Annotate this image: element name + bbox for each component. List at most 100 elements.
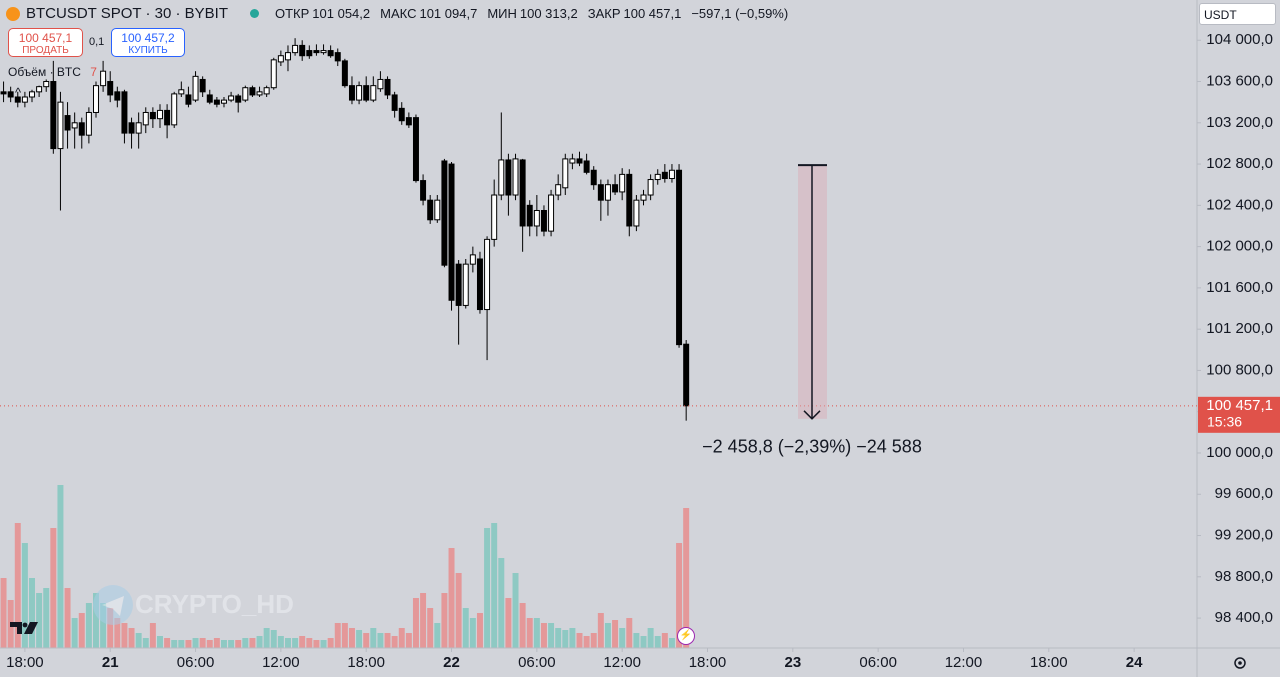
candle-body — [85, 111, 92, 136]
volume-bar — [370, 628, 377, 648]
volume-bar — [57, 485, 64, 648]
gear[interactable] — [1234, 657, 1246, 669]
candle-body — [555, 184, 562, 196]
candle-body — [78, 122, 85, 136]
volume-bar — [654, 636, 661, 648]
candle-body — [235, 95, 242, 103]
volume-bar — [420, 593, 427, 648]
candle-body — [206, 94, 213, 103]
volume-bar — [647, 628, 654, 648]
sell-label: ПРОДАТЬ — [22, 45, 69, 56]
volume-bar — [71, 618, 78, 648]
candle-body — [533, 209, 540, 227]
y-tick-label: 103 600,0 — [1206, 72, 1273, 89]
candle-body — [633, 199, 640, 227]
volume-bar — [384, 633, 391, 648]
volume-bar — [142, 638, 149, 648]
candle-body — [213, 99, 220, 105]
candle-body — [156, 109, 163, 120]
volume-bar — [533, 618, 540, 648]
volume-bar — [398, 628, 405, 648]
volume-bar — [135, 633, 142, 648]
candle-body — [164, 109, 171, 126]
candle-body — [185, 94, 192, 105]
symbol[interactable]: BTCUSDT SPOT · 30 · BYBIT — [26, 5, 228, 22]
volume-bar — [448, 548, 455, 648]
candle-body — [420, 180, 427, 201]
y-tick-label: 102 000,0 — [1206, 238, 1273, 255]
candle-body — [576, 158, 583, 164]
volume-bar — [356, 630, 363, 648]
volume-bar — [85, 603, 92, 648]
candle-body — [348, 85, 355, 101]
candle-body — [512, 158, 519, 196]
volume-bar — [676, 543, 683, 648]
candle-body — [498, 159, 505, 196]
ohlc: ОТКР 101 054,2 МАКС 101 094,7 МИН 100 313,2 ЗА… — [275, 6, 788, 21]
volume-bar — [21, 543, 28, 648]
candle-body — [128, 122, 135, 134]
volume-bar — [348, 628, 355, 648]
currency-select[interactable]: USDT — [1199, 3, 1276, 25]
candle-body — [505, 159, 512, 196]
volume-bar — [683, 508, 690, 648]
candle-body — [405, 117, 412, 126]
candle-body — [455, 263, 462, 306]
candle-body — [299, 44, 306, 57]
candle-body — [548, 194, 555, 232]
volume-bar — [633, 633, 640, 648]
x-tick-label: 21 — [102, 654, 119, 671]
candle-body — [320, 50, 327, 54]
watermark: CRYPTO_HD — [93, 585, 294, 625]
volume-bar — [519, 603, 526, 648]
candle-body — [71, 122, 78, 129]
volume-bar — [640, 636, 647, 648]
candle-body — [43, 81, 50, 88]
ohlc-item: ЗАКР 100 457,1 — [588, 6, 682, 21]
volume-bar — [206, 640, 213, 648]
ohlc-item: МАКС 101 094,7 — [380, 6, 477, 21]
volume-value: 7 — [90, 65, 97, 79]
candle-body — [434, 199, 441, 221]
buy-button[interactable]: 100 457,2 КУПИТЬ — [111, 28, 185, 57]
volume-bar — [299, 636, 306, 648]
candle-body — [540, 209, 547, 232]
settings-icon[interactable] — [1234, 657, 1246, 669]
candle-body — [526, 204, 533, 227]
volume-bar — [505, 598, 512, 648]
x-tick-label: 06:00 — [177, 654, 215, 671]
candle-body — [270, 59, 277, 89]
volume-bar — [128, 628, 135, 648]
x-tick-label: 18:00 — [6, 654, 44, 671]
volume-bar — [292, 638, 299, 648]
candle-body — [263, 87, 270, 95]
volume-bar — [228, 640, 235, 648]
y-tick-label: 102 800,0 — [1206, 155, 1273, 172]
candle-body — [676, 169, 683, 346]
x-tick-label: 22 — [443, 654, 460, 671]
collapse-button[interactable]: ^ — [14, 85, 22, 100]
volume-bar — [469, 618, 476, 648]
volume-bar — [441, 593, 448, 648]
candle-body — [668, 169, 675, 180]
y-tick-label: 98 400,0 — [1215, 609, 1273, 626]
volume-bar — [526, 618, 533, 648]
volume-bar — [604, 623, 611, 648]
candle-body — [370, 85, 377, 101]
logo-dot — [22, 622, 28, 628]
ohlc-item: МИН 100 313,2 — [487, 6, 577, 21]
candle-body — [562, 158, 569, 189]
x-tick-label: 18:00 — [347, 654, 385, 671]
y-tick-label: 101 200,0 — [1206, 320, 1273, 337]
candle-body — [249, 87, 256, 96]
candle-body — [448, 163, 455, 301]
volume-bar — [235, 640, 242, 648]
event-icon[interactable]: ⚡ — [677, 627, 695, 645]
candle-body — [519, 159, 526, 227]
sell-button[interactable]: 100 457,1 ПРОДАТЬ — [8, 28, 83, 57]
watermark-text: CRYPTO_HD — [135, 589, 294, 619]
volume-bar — [548, 623, 555, 648]
candle-body — [590, 169, 597, 186]
candle-body — [491, 194, 498, 240]
